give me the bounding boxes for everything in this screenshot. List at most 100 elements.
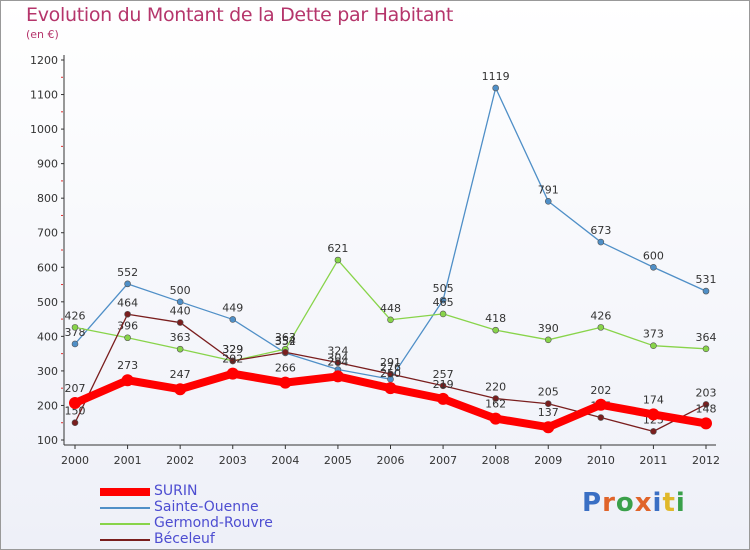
data-point (702, 345, 710, 353)
chart-subtitle: (en €) (26, 28, 59, 41)
data-point (282, 348, 289, 356)
y-tick-label: 300 (37, 365, 58, 378)
data-label: 292 (222, 353, 243, 366)
data-point (702, 401, 710, 408)
data-point (597, 324, 605, 331)
x-tick-label: 2011 (639, 454, 667, 467)
data-label: 390 (538, 322, 559, 335)
data-point (229, 357, 237, 365)
y-tick-label: 500 (37, 296, 58, 309)
y-tick-label: 1100 (30, 89, 58, 102)
data-label: 1119 (482, 70, 510, 83)
data-point (437, 392, 450, 405)
legend-swatch (100, 507, 150, 509)
data-label: 174 (643, 393, 664, 406)
y-tick-label: 900 (37, 158, 58, 171)
data-label: 284 (327, 355, 348, 368)
data-point (439, 296, 447, 304)
data-point (124, 334, 131, 342)
data-label: 276 (380, 361, 401, 374)
data-label: 505 (433, 282, 454, 295)
data-point (650, 342, 657, 349)
data-point (700, 417, 712, 430)
data-point (702, 287, 710, 295)
data-point (176, 298, 184, 306)
data-label: 465 (433, 296, 454, 309)
x-tick-label: 2002 (166, 454, 194, 467)
data-label: 552 (117, 266, 138, 279)
data-point (594, 398, 607, 411)
data-label: 324 (327, 345, 348, 358)
data-label: 148 (696, 402, 717, 415)
data-point (544, 197, 552, 205)
data-label: 531 (696, 273, 717, 286)
x-tick-label: 2006 (377, 454, 405, 467)
x-tick-label: 2009 (534, 454, 562, 467)
x-tick-label: 2012 (692, 454, 720, 467)
data-point (439, 310, 447, 318)
data-point (124, 310, 131, 318)
y-tick-label: 400 (37, 330, 58, 343)
data-label: 364 (696, 331, 717, 344)
data-label: 207 (65, 382, 86, 395)
data-label: 621 (327, 242, 348, 255)
legend-label: Germond-Rouvre (154, 515, 273, 531)
data-point (384, 382, 397, 395)
data-point (492, 395, 499, 402)
data-point (387, 316, 394, 324)
x-tick-label: 2005 (324, 454, 352, 467)
data-point (597, 414, 605, 421)
data-point (71, 340, 79, 348)
data-label: 203 (696, 386, 717, 399)
data-label: 449 (222, 301, 243, 314)
x-tick-label: 2007 (429, 454, 457, 467)
data-label: 329 (222, 343, 243, 356)
data-point (647, 408, 660, 421)
data-point (229, 316, 237, 323)
data-point (69, 397, 81, 410)
data-label: 673 (590, 224, 611, 237)
x-tick-label: 2000 (61, 454, 89, 467)
data-point (492, 326, 499, 334)
data-label: 426 (65, 309, 86, 322)
data-point (544, 336, 552, 344)
data-label: 396 (117, 320, 138, 333)
legend-label: Béceleuf (154, 531, 215, 547)
data-label: 291 (380, 356, 401, 369)
legend-swatch (100, 523, 150, 525)
data-label: 250 (380, 367, 401, 380)
data-point (176, 319, 184, 326)
data-label: 220 (485, 381, 506, 394)
data-point (334, 359, 342, 366)
data-label: 354 (275, 334, 296, 347)
legend-label: Sainte-Ouenne (154, 499, 259, 515)
data-label: 791 (538, 183, 559, 196)
y-tick-label: 200 (37, 399, 58, 412)
data-label: 440 (170, 305, 191, 318)
data-label: 464 (117, 296, 138, 309)
data-point (542, 421, 555, 434)
x-tick-label: 2001 (114, 454, 142, 467)
data-label: 137 (538, 406, 559, 419)
data-point (331, 370, 344, 383)
y-tick-label: 1000 (30, 123, 58, 136)
data-label: 363 (170, 331, 191, 344)
data-label: 418 (485, 312, 506, 325)
y-tick-label: 600 (37, 261, 58, 274)
data-point (597, 238, 605, 246)
data-label: 363 (275, 331, 296, 344)
data-point (439, 382, 447, 390)
y-tick-label: 700 (37, 227, 58, 240)
y-tick-label: 100 (37, 434, 58, 447)
data-label: 373 (643, 328, 664, 341)
data-label: 202 (590, 384, 611, 397)
data-label: 162 (485, 398, 506, 411)
y-tick-label: 1200 (30, 54, 58, 67)
data-point (492, 84, 499, 92)
data-point (387, 370, 394, 378)
data-label: 257 (433, 368, 454, 381)
data-point (124, 280, 131, 288)
proxiti-logo: Proxiti (582, 488, 686, 518)
data-label: 219 (433, 378, 454, 391)
